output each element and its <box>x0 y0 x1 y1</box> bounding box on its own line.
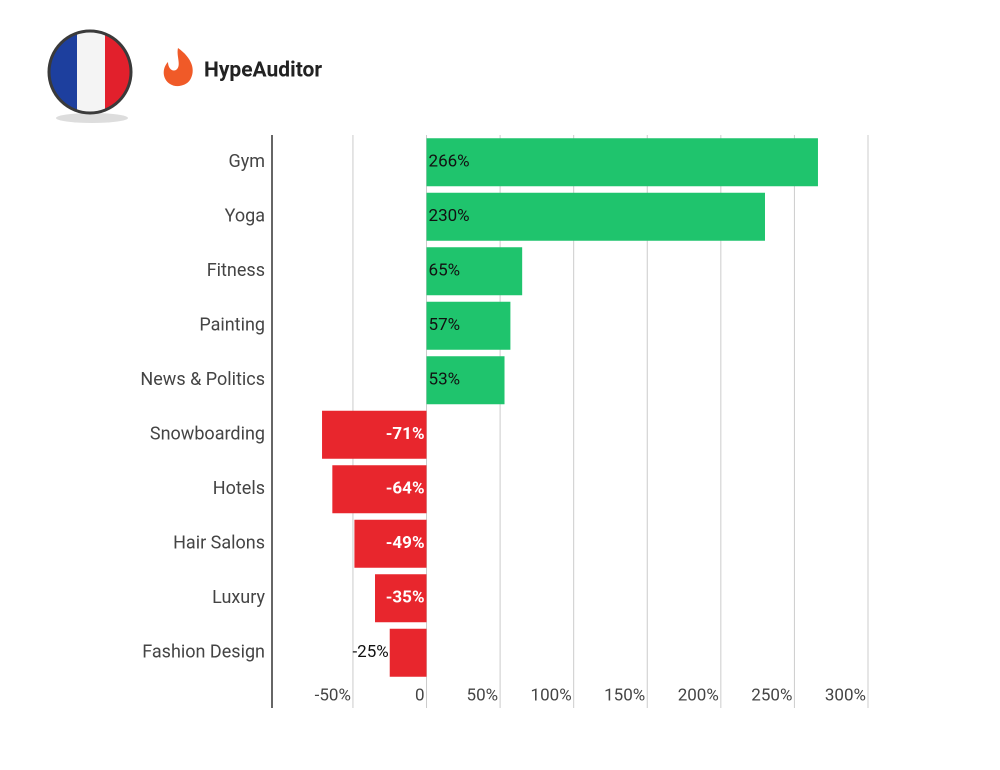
x-tick-label: 250% <box>751 685 792 705</box>
bar <box>354 519 427 568</box>
bar <box>426 192 765 241</box>
brand-name: HypeAuditor <box>204 59 322 83</box>
y-tick-label: Hair Salons <box>173 533 265 554</box>
data-label: 53% <box>429 370 461 390</box>
y-tick-label: Snowboarding <box>150 424 265 445</box>
x-tick-label: 50% <box>467 685 499 705</box>
data-label: 266% <box>429 152 470 172</box>
y-tick-label: Painting <box>199 315 265 336</box>
y-tick-label: Yoga <box>225 206 265 227</box>
bar <box>426 138 818 187</box>
bar <box>322 410 427 459</box>
data-label: -25% <box>352 642 388 662</box>
data-label: -71% <box>386 424 425 444</box>
y-tick-label: Hotels <box>213 478 265 499</box>
bar <box>332 465 427 514</box>
x-tick-label: 300% <box>825 685 866 705</box>
data-label: 65% <box>429 261 461 281</box>
x-tick-label: -50% <box>315 685 351 705</box>
flag-icon <box>47 29 133 123</box>
bar <box>426 356 505 405</box>
bar <box>426 301 511 350</box>
data-label: 230% <box>429 206 470 226</box>
x-tick-label: 150% <box>604 685 645 705</box>
data-label: -64% <box>386 479 425 499</box>
x-tick-label: 200% <box>678 685 719 705</box>
bar <box>426 247 523 296</box>
x-tick-label: 0 <box>415 685 425 705</box>
y-tick-label: Fashion Design <box>142 642 265 663</box>
brand-logo: HypeAuditor <box>163 48 322 87</box>
bar <box>375 574 427 623</box>
y-tick-label: Gym <box>228 151 265 172</box>
x-tick-label: 100% <box>531 685 572 705</box>
y-tick-label: News & Politics <box>140 369 265 390</box>
y-tick-label: Fitness <box>207 260 265 281</box>
bar <box>389 628 427 677</box>
data-label: 57% <box>429 315 461 335</box>
data-label: -35% <box>386 588 425 608</box>
y-tick-label: Luxury <box>212 587 265 608</box>
data-label: -49% <box>386 533 425 553</box>
